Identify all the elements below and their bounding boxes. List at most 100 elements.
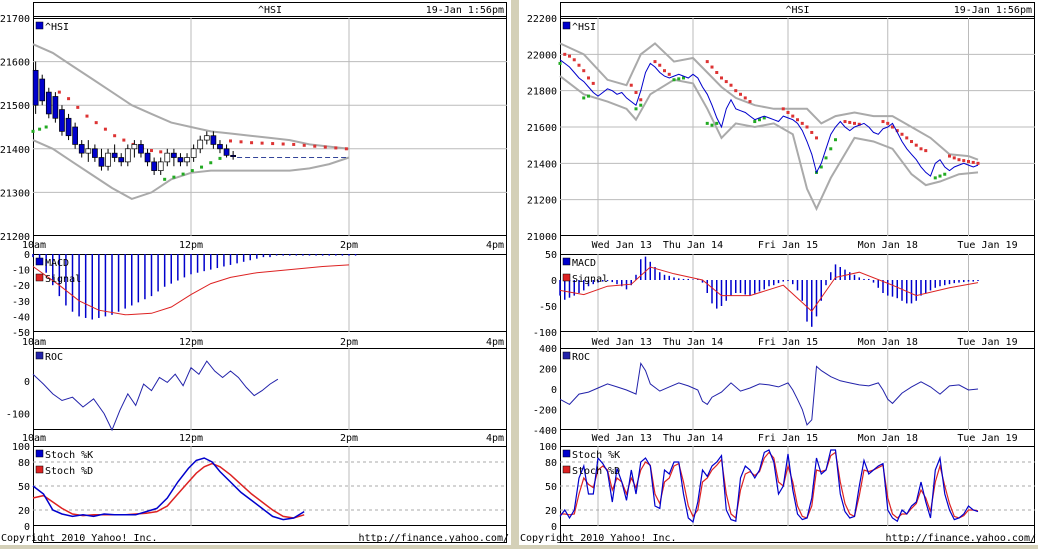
right-price-sar-down-33	[848, 120, 852, 124]
right-price-sar-down-36	[881, 120, 885, 124]
left-macd-legend-swatch-1	[35, 273, 44, 282]
right-price-sar-down-12	[663, 69, 666, 73]
left-price-sar-down-18	[292, 142, 296, 146]
left-title: ^HSI	[258, 5, 282, 16]
right-price-xtick-0: Wed Jan 13	[592, 240, 652, 251]
right-roc-line	[559, 362, 979, 426]
right-roc-xtick-0: Wed Jan 13	[592, 433, 652, 444]
right-price-sar-down-16	[715, 71, 719, 74]
right-price-sar-down-42	[910, 140, 913, 144]
right-price-sar-up-1	[582, 96, 586, 100]
left-price-ytick-5: 21700	[0, 14, 30, 25]
right-price-sar-down-22	[743, 96, 747, 100]
left-price-candle-27	[210, 135, 217, 145]
left-price-sar-down-0	[57, 90, 61, 94]
left-price-sar-up-9	[218, 156, 222, 160]
right-price-sar-down-44	[919, 147, 923, 151]
left-price-xtick-2: 2pm	[340, 240, 358, 251]
left-price-candle-26	[203, 135, 210, 141]
left-stoch-ytick-0: 100	[12, 442, 30, 453]
left-roc-ytick-1: -100	[6, 410, 30, 421]
left-macd-xtick-1: 12pm	[179, 337, 203, 348]
right-roc-panel-frame	[560, 348, 1035, 430]
left-price-candle-21	[171, 152, 177, 158]
right-stoch-k-line	[559, 449, 979, 524]
right-price-sar-up-6	[677, 77, 681, 81]
left-price-candle-10	[98, 157, 105, 167]
right-price-sar-down-31	[815, 136, 818, 140]
right-price-sar-down-28	[800, 121, 804, 125]
left-price-candle-3	[52, 96, 59, 119]
right-price-sar-down-24	[781, 107, 785, 111]
right-price-sar-down-38	[891, 125, 894, 129]
right-price-sar-down-34	[853, 121, 856, 125]
right-price-ytick-4: 21800	[527, 87, 557, 98]
left-macd-signal-line	[32, 264, 350, 316]
left-price-candle-7	[78, 144, 85, 154]
right-price-sar-down-1	[568, 54, 571, 58]
right-price-sar-up-12	[758, 118, 761, 122]
right-url: http://finance.yahoo.com/	[885, 533, 1036, 544]
right-roc-ytick-2: 0	[551, 385, 557, 396]
left-roc-xtick-0: 10am	[22, 433, 46, 444]
right-price-sar-down-45	[924, 149, 928, 153]
left-price-sar-down-7	[122, 138, 126, 142]
left-stoch-panel: 100 80 50 20 0 Stoch %K Stoch %D	[12, 442, 507, 533]
right-price-sar-down-4	[582, 69, 586, 73]
left-copyright: Copyright 2010 Yahoo! Inc.	[1, 533, 158, 544]
left-stoch-legend-label-0: Stoch %K	[45, 450, 93, 461]
right-price-sar-down-18	[724, 80, 728, 84]
right-roc-xtick-1: Thu Jan 14	[663, 433, 723, 444]
left-macd-ytick-3: -30	[12, 297, 30, 308]
left-roc-xtick-1: 12pm	[179, 433, 203, 444]
left-price-candle-24	[190, 148, 197, 158]
left-price-sar-up-0	[31, 129, 35, 133]
right-price-sar-down-9	[639, 98, 643, 102]
right-price-line	[559, 59, 979, 177]
right-price-band-lower	[559, 75, 979, 212]
left-stoch-ytick-1: 80	[18, 458, 30, 469]
right-price-sar-down-26	[791, 114, 795, 118]
left-roc-xtick-3: 4pm	[486, 433, 504, 444]
left-price-sar-down-19	[302, 143, 306, 147]
left-price-sar-down-4	[94, 121, 98, 125]
left-price-candle-11	[105, 152, 111, 167]
right-macd-ytick-3: -100	[533, 328, 557, 339]
right-macd-legend-swatch-1	[562, 273, 571, 282]
left-roc-legend-label-0: ROC	[45, 352, 63, 363]
right-price-sar-down-50	[967, 160, 970, 164]
right-macd-xtick-2: Fri Jan 15	[758, 337, 818, 348]
right-price-sar-up-8	[705, 121, 709, 125]
left-macd-legend-swatch-0	[35, 257, 44, 266]
right-price-panel: 21000 21200 21400 21600 21800 22000 22200 ^HSI	[527, 14, 1035, 243]
left-price-sar-down-3	[85, 114, 89, 118]
left-macd-ytick-0: 0	[24, 250, 30, 261]
left-price-band-lower	[32, 139, 350, 200]
left-price-xtick-1: 12pm	[179, 240, 203, 251]
left-macd-xtick-2: 2pm	[340, 337, 358, 348]
right-price-sar-up-15	[819, 165, 823, 169]
left-price-sar-up-3	[163, 177, 167, 181]
left-price-sar-down-23	[344, 147, 348, 151]
left-price-candle-14	[124, 148, 131, 163]
right-price-sar-up-10	[715, 121, 719, 125]
left-price-sar-up-5	[181, 172, 185, 176]
left-price-candle-25	[197, 139, 204, 150]
right-roc-ytick-3: -200	[533, 406, 557, 417]
right-price-sar-down-30	[810, 130, 814, 134]
left-price-sar-down-1	[67, 97, 71, 101]
left-price-sar-down-15	[260, 141, 264, 145]
right-macd-signal-line	[559, 266, 979, 312]
right-price-sar-down-11	[658, 63, 662, 67]
right-stoch-legend-label-1: Stoch %D	[572, 466, 620, 477]
left-price-legend-swatch-0	[35, 21, 44, 30]
left-price-sar-up-4	[172, 175, 176, 179]
right-price-sar-down-17	[720, 76, 723, 80]
right-price-xtick-3: Mon Jan 18	[858, 240, 918, 251]
right-price-sar-up-2	[587, 94, 590, 98]
right-roc-legend-label-0: ROC	[572, 352, 590, 363]
left-stoch-legend-swatch-0	[35, 449, 44, 458]
right-macd-panel: 50 0 -50 -100 MACD Signal	[533, 250, 1035, 339]
left-roc-panel: 0 -100 ROC	[6, 348, 507, 432]
